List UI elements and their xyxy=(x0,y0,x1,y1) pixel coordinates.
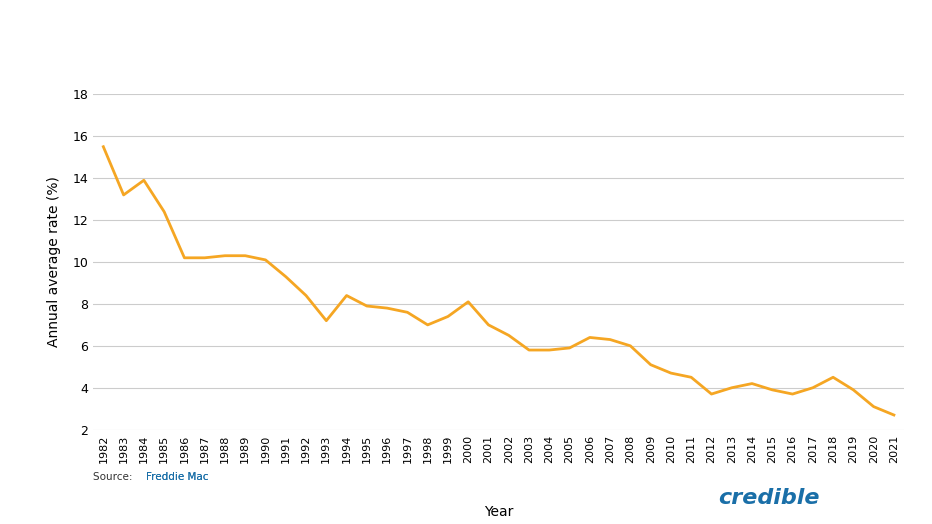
Y-axis label: Annual average rate (%): Annual average rate (%) xyxy=(48,177,62,347)
Text: Average 30-year fixed mortgage rates over the past 39 years: Average 30-year fixed mortgage rates ove… xyxy=(104,24,828,44)
X-axis label: Year: Year xyxy=(484,505,514,519)
Text: Freddie Mac: Freddie Mac xyxy=(146,472,209,482)
Text: credible: credible xyxy=(719,488,820,508)
Text: Freddie Mac: Freddie Mac xyxy=(146,472,209,482)
Text: Source:: Source: xyxy=(93,472,136,482)
